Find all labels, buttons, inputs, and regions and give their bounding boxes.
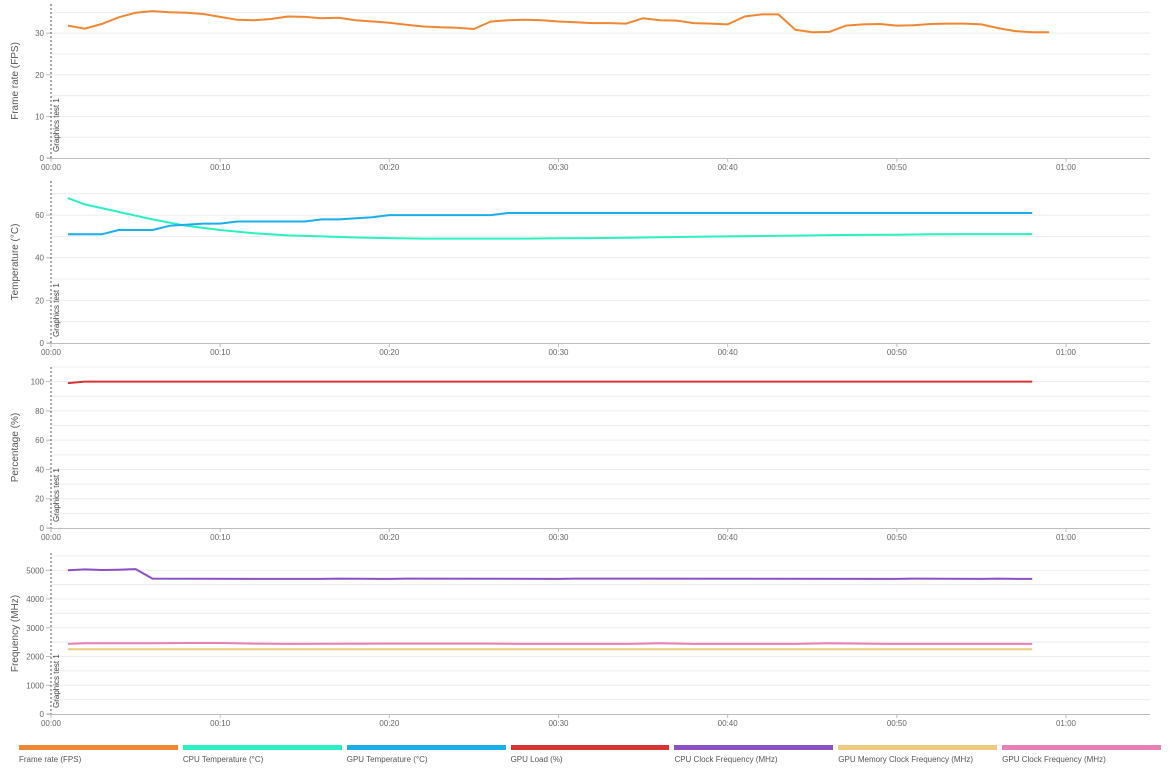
y-axis-title: Frame rate (FPS) (10, 42, 21, 120)
x-tick-label: 00:00 (41, 348, 62, 357)
x-tick-label: 00:50 (887, 719, 908, 728)
x-tick-label: 00:00 (41, 163, 62, 172)
x-tick-label: 00:30 (548, 719, 569, 728)
test-marker-label: Graphics test 1 (52, 654, 61, 708)
x-tick-label: 00:10 (210, 719, 231, 728)
legend-item-frame-rate-fps[interactable]: Frame rate (FPS) (19, 745, 178, 767)
legend: Frame rate (FPS) CPU Temperature (°C) GPU … (19, 745, 1162, 767)
legend-label: GPU Memory Clock Frequency (MHz) (838, 755, 973, 764)
y-axis-title: Frequency (MHz) (10, 595, 21, 672)
y-tick-label: 0 (40, 710, 45, 719)
legend-item-cpu-temperature-c[interactable]: CPU Temperature (°C) (182, 745, 342, 767)
legend-label: Frame rate (FPS) (19, 755, 82, 764)
x-tick-label: 00:10 (210, 348, 231, 357)
series-line-frame-rate-fps (67, 10, 1050, 34)
y-tick-label: 4000 (26, 595, 44, 604)
x-tick-label: 00:00 (41, 719, 62, 728)
series-line-gpu-load (67, 380, 1033, 385)
x-tick-label: 00:40 (718, 348, 739, 357)
x-tick-label: 00:30 (548, 163, 569, 172)
panel-3: 00:00 00:10 00:20 00:30 00:40 00:50 01:00 0 20 40… (10, 366, 1150, 542)
x-tick-label: 00:50 (887, 163, 908, 172)
legend-item-gpu-temperature-c[interactable]: GPU Temperature (°C) (346, 745, 506, 767)
panel-1: 00:00 00:10 00:20 00:30 00:40 00:50 01:00 0 10 20… (10, 4, 1150, 172)
x-tick-label: 00:00 (41, 533, 62, 542)
legend-item-cpu-clock-frequency-mhz[interactable]: CPU Clock Frequency (MHz) (674, 745, 834, 767)
y-axis-title: Percentage (%) (10, 413, 21, 482)
y-tick-label: 40 (35, 254, 44, 263)
series-line-gpu-clock-frequency-mhz (67, 642, 1033, 645)
y-tick-label: 0 (40, 154, 45, 163)
legend-swatch (182, 745, 342, 750)
y-tick-label: 60 (35, 436, 44, 445)
legend-swatch (346, 745, 506, 750)
x-tick-label: 00:40 (718, 163, 739, 172)
y-tick-label: 100 (31, 378, 45, 387)
y-tick-label: 60 (35, 211, 44, 220)
x-tick-label: 00:20 (379, 719, 400, 728)
x-tick-label: 01:00 (1056, 533, 1077, 542)
y-tick-label: 30 (35, 29, 44, 38)
x-tick-label: 00:20 (379, 533, 400, 542)
y-tick-label: 20 (35, 296, 44, 305)
y-tick-label: 3000 (26, 624, 44, 633)
legend-swatch (19, 745, 178, 750)
y-tick-label: 1000 (26, 681, 44, 690)
x-tick-label: 01:00 (1056, 719, 1077, 728)
y-tick-label: 10 (35, 112, 44, 121)
x-tick-label: 00:20 (379, 163, 400, 172)
legend-label: CPU Clock Frequency (MHz) (674, 755, 778, 764)
series-line-cpu-clock-frequency-mhz (67, 568, 1033, 580)
legend-swatch (838, 745, 998, 750)
y-tick-label: 20 (35, 495, 44, 504)
legend-swatch (1002, 745, 1162, 750)
y-tick-label: 0 (40, 339, 45, 348)
x-tick-label: 00:30 (548, 533, 569, 542)
y-tick-label: 40 (35, 465, 44, 474)
y-tick-label: 20 (35, 71, 44, 80)
x-tick-label: 00:50 (887, 533, 908, 542)
series-line-cpu-temperature-c (67, 197, 1033, 240)
legend-swatch (510, 745, 670, 750)
x-tick-label: 00:50 (887, 348, 908, 357)
legend-label: GPU Clock Frequency (MHz) (1002, 755, 1106, 764)
x-tick-label: 01:00 (1056, 163, 1077, 172)
legend-item-gpu-clock-frequency-mhz[interactable]: GPU Clock Frequency (MHz) (1002, 745, 1162, 767)
legend-item-gpu-load[interactable]: GPU Load (%) (510, 745, 670, 767)
y-tick-label: 80 (35, 407, 44, 416)
panel-4: 00:00 00:10 00:20 00:30 00:40 00:50 01:00 0 1000… (10, 553, 1150, 728)
test-marker-label: Graphics test 1 (52, 98, 61, 152)
charts-area: 00:00 00:10 00:20 00:30 00:40 00:50 01:00 0 10 20… (10, 4, 1150, 728)
y-tick-label: 0 (40, 524, 45, 533)
x-tick-label: 00:20 (379, 348, 400, 357)
legend-item-gpu-memory-clock-frequency-mhz[interactable]: GPU Memory Clock Frequency (MHz) (838, 745, 998, 767)
legend-label: GPU Load (%) (510, 755, 563, 764)
x-tick-label: 00:30 (548, 348, 569, 357)
y-axis-title: Temperature (°C) (10, 224, 21, 301)
series-line-gpu-temperature-c (67, 212, 1033, 236)
x-tick-label: 00:40 (718, 719, 739, 728)
panel-2: 00:00 00:10 00:20 00:30 00:40 00:50 01:00 0 20 40… (10, 181, 1150, 357)
test-marker-label: Graphics test 1 (52, 468, 61, 522)
y-tick-label: 5000 (26, 566, 44, 575)
x-tick-label: 00:40 (718, 533, 739, 542)
legend-swatch (674, 745, 834, 750)
x-tick-label: 00:10 (210, 163, 231, 172)
legend-label: CPU Temperature (°C) (182, 755, 264, 764)
test-marker-label: Graphics test 1 (52, 283, 61, 337)
x-tick-label: 01:00 (1056, 348, 1077, 357)
legend-label: GPU Temperature (°C) (346, 755, 428, 764)
y-tick-label: 2000 (26, 653, 44, 662)
x-tick-label: 00:10 (210, 533, 231, 542)
